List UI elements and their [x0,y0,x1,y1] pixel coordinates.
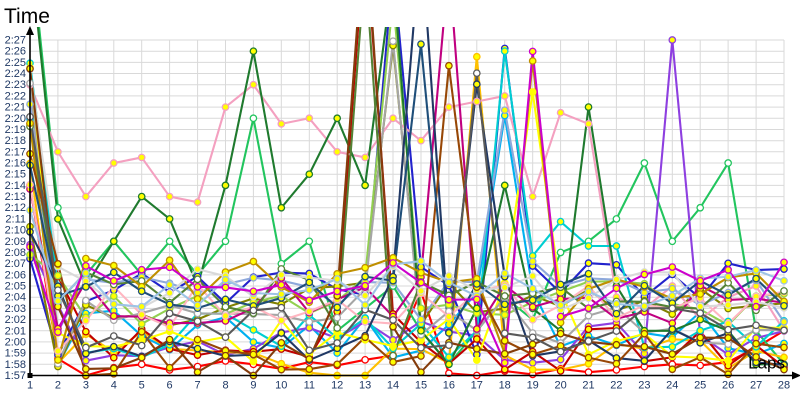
svg-text:13: 13 [359,380,371,392]
svg-text:24: 24 [666,380,678,392]
svg-text:2:12: 2:12 [5,202,26,214]
svg-text:2:22: 2:22 [5,90,26,102]
svg-text:18: 18 [499,380,511,392]
svg-text:2:23: 2:23 [5,79,26,91]
svg-text:2:15: 2:15 [5,169,26,181]
svg-text:1:59: 1:59 [5,348,26,360]
svg-text:27: 27 [750,380,762,392]
svg-text:2: 2 [55,380,61,392]
svg-text:23: 23 [638,380,650,392]
svg-text:Time: Time [4,5,50,28]
svg-text:2:04: 2:04 [5,292,26,304]
svg-text:25: 25 [694,380,706,392]
svg-text:2:05: 2:05 [5,281,26,293]
svg-text:2:02: 2:02 [5,314,26,326]
svg-text:9: 9 [250,380,256,392]
svg-text:Laps: Laps [748,354,785,373]
svg-text:2:26: 2:26 [5,46,26,58]
svg-text:2:20: 2:20 [5,113,26,125]
svg-text:2:08: 2:08 [5,247,26,259]
svg-text:2:00: 2:00 [5,336,26,348]
svg-text:2:07: 2:07 [5,258,26,270]
svg-text:16: 16 [443,380,455,392]
svg-text:2:27: 2:27 [5,35,26,47]
svg-text:2:14: 2:14 [5,180,26,192]
svg-text:28: 28 [778,380,790,392]
svg-text:2:16: 2:16 [5,158,26,170]
svg-text:21: 21 [582,380,594,392]
svg-text:2:11: 2:11 [5,213,26,225]
svg-text:12: 12 [331,380,343,392]
svg-text:2:24: 2:24 [5,68,26,80]
svg-text:17: 17 [471,380,483,392]
svg-text:22: 22 [610,380,622,392]
svg-text:14: 14 [387,380,399,392]
svg-text:2:10: 2:10 [5,225,26,237]
svg-text:15: 15 [415,380,427,392]
svg-text:26: 26 [722,380,734,392]
svg-text:3: 3 [83,380,89,392]
svg-text:5: 5 [139,380,145,392]
svg-text:20: 20 [554,380,566,392]
svg-text:7: 7 [195,380,201,392]
svg-text:8: 8 [222,380,228,392]
svg-text:10: 10 [275,380,287,392]
svg-text:6: 6 [167,380,173,392]
svg-text:2:19: 2:19 [5,124,26,136]
svg-text:11: 11 [304,380,315,392]
svg-text:2:21: 2:21 [5,102,26,114]
svg-text:4: 4 [111,380,117,392]
svg-text:1:58: 1:58 [5,359,26,371]
svg-text:1:57: 1:57 [5,370,26,382]
svg-text:2:17: 2:17 [5,146,26,158]
svg-text:2:09: 2:09 [5,236,26,248]
svg-text:19: 19 [527,380,539,392]
svg-text:2:03: 2:03 [5,303,26,315]
svg-text:1: 1 [27,380,33,392]
